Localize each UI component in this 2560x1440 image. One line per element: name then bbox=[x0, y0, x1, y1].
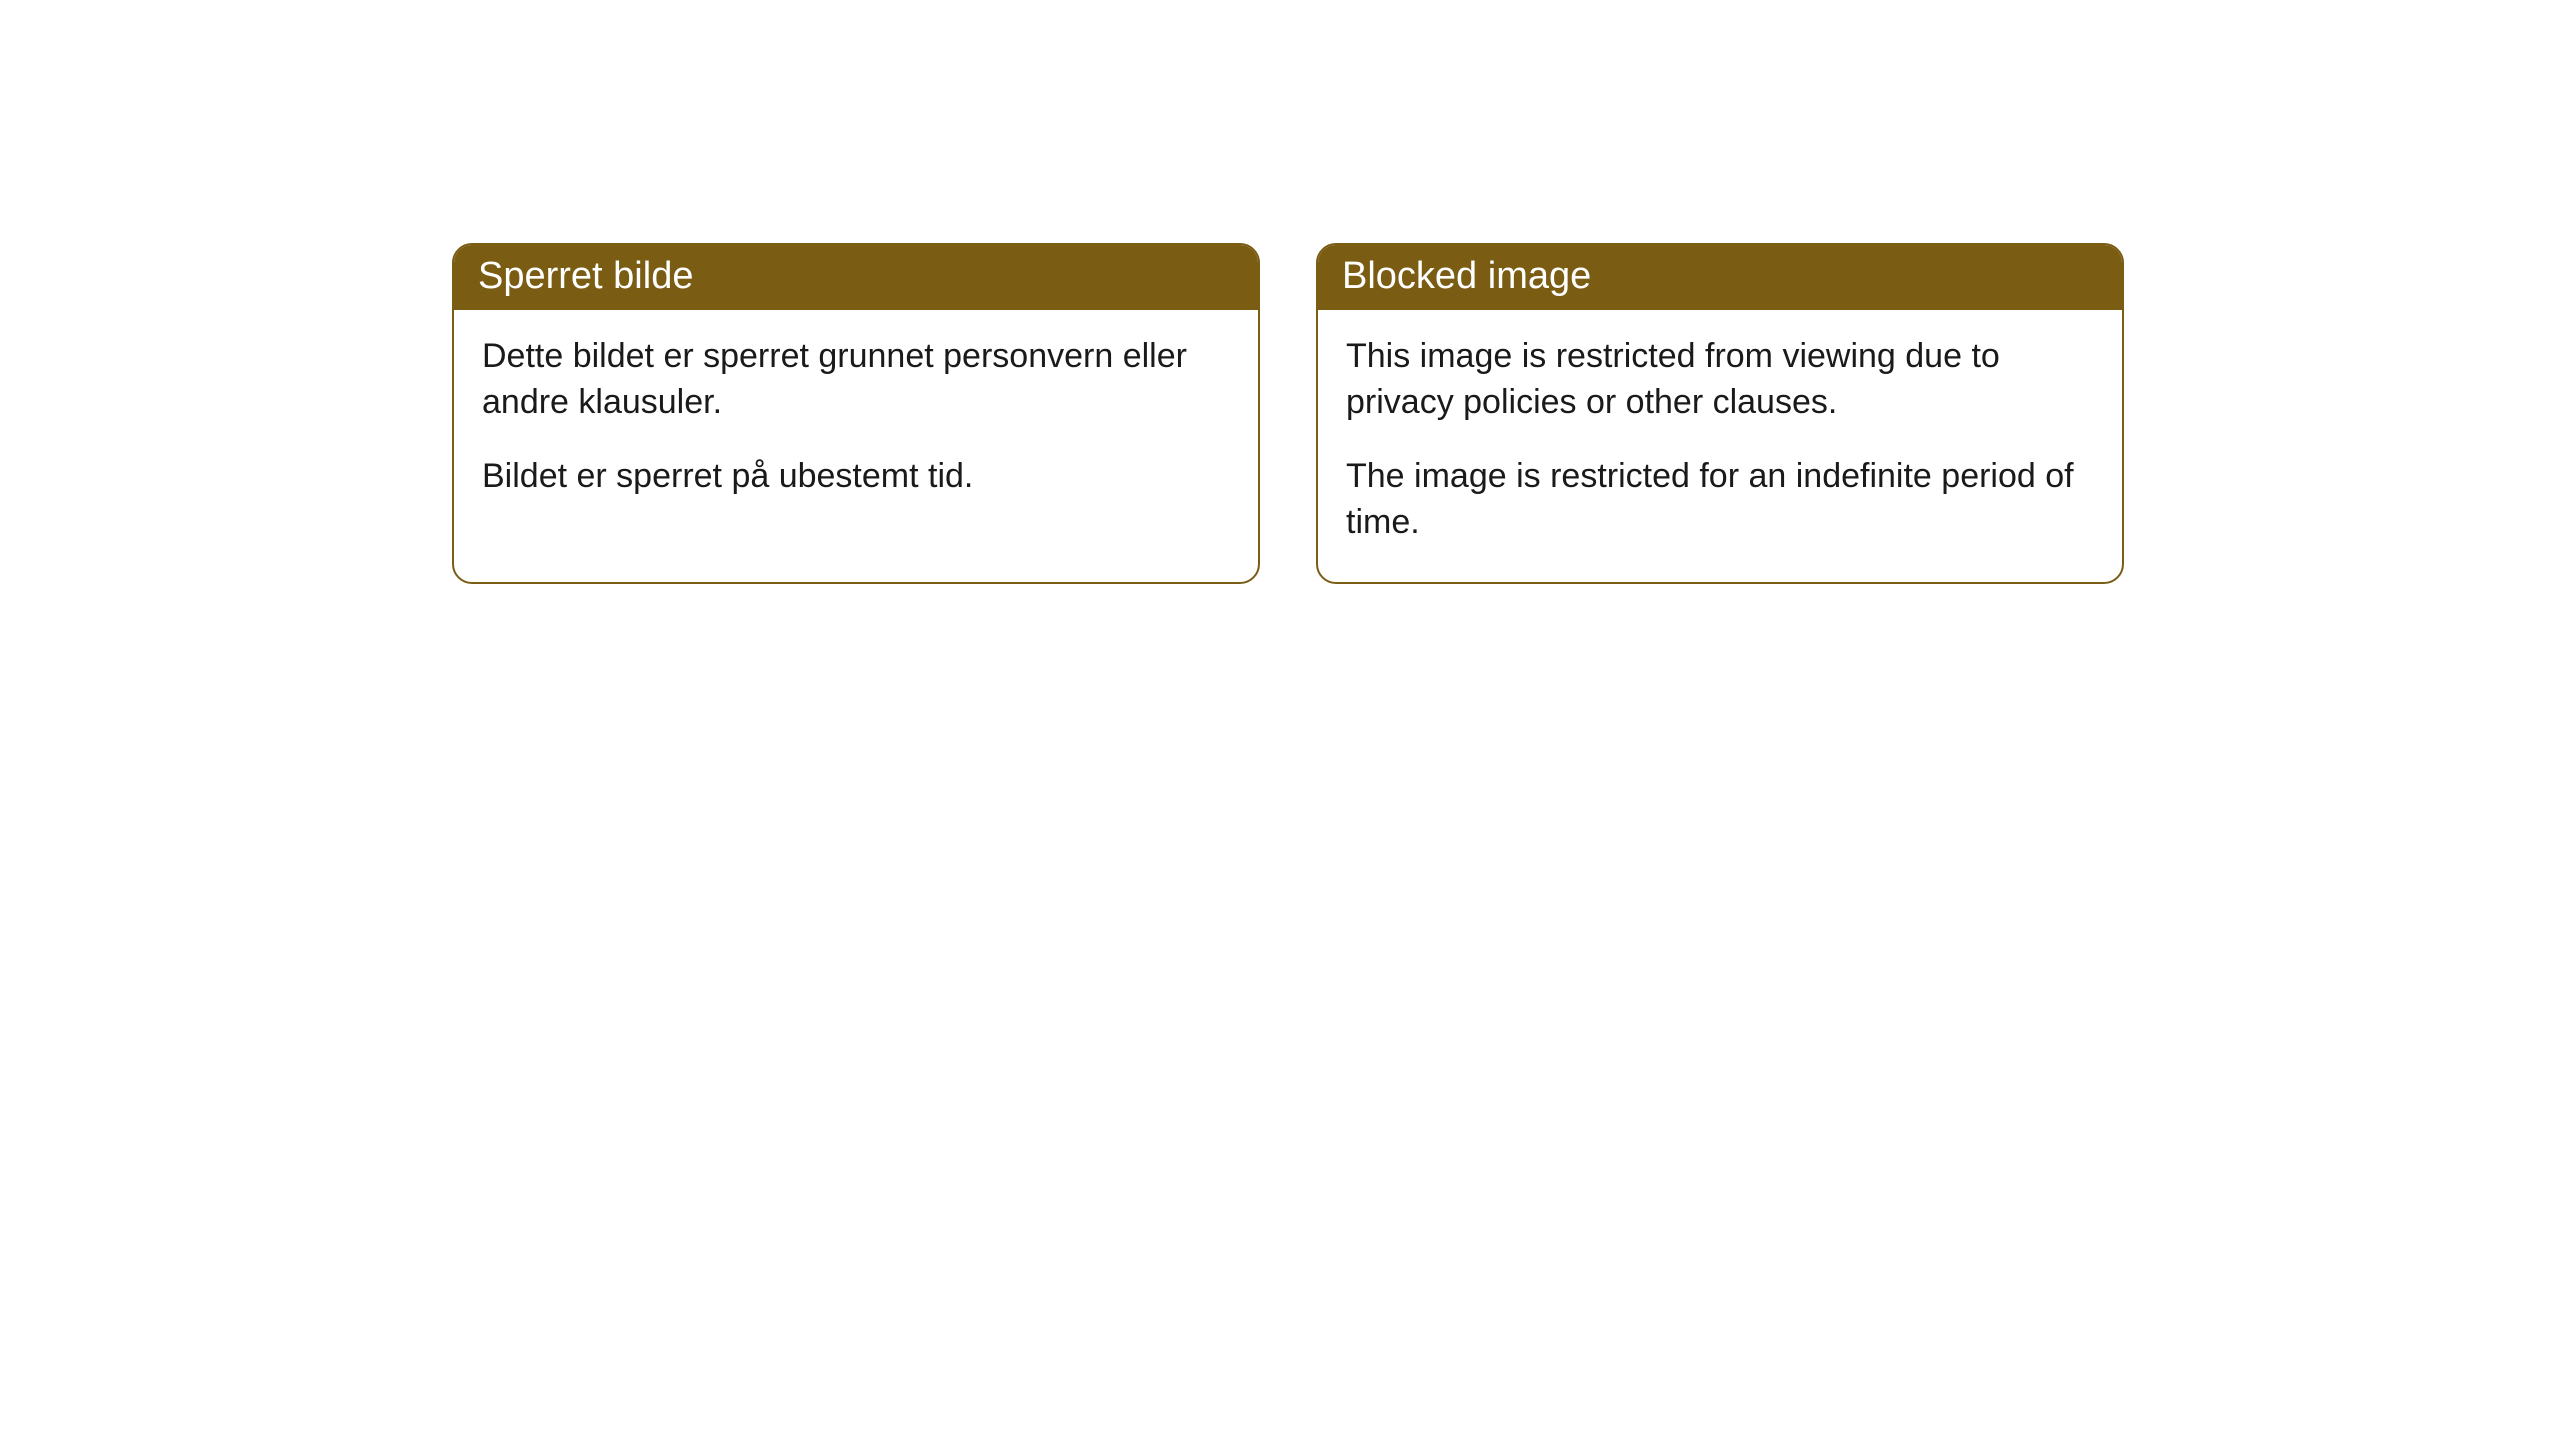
notice-para1-norwegian: Dette bildet er sperret grunnet personve… bbox=[482, 334, 1230, 426]
notice-cards-container: Sperret bilde Dette bildet er sperret gr… bbox=[452, 243, 2124, 584]
notice-header-english: Blocked image bbox=[1318, 245, 2122, 310]
notice-body-norwegian: Dette bildet er sperret grunnet personve… bbox=[454, 310, 1258, 536]
notice-header-norwegian: Sperret bilde bbox=[454, 245, 1258, 310]
notice-para2-english: The image is restricted for an indefinit… bbox=[1346, 454, 2094, 546]
notice-para1-english: This image is restricted from viewing du… bbox=[1346, 334, 2094, 426]
notice-body-english: This image is restricted from viewing du… bbox=[1318, 310, 2122, 582]
notice-card-norwegian: Sperret bilde Dette bildet er sperret gr… bbox=[452, 243, 1260, 584]
notice-para2-norwegian: Bildet er sperret på ubestemt tid. bbox=[482, 454, 1230, 500]
notice-card-english: Blocked image This image is restricted f… bbox=[1316, 243, 2124, 584]
